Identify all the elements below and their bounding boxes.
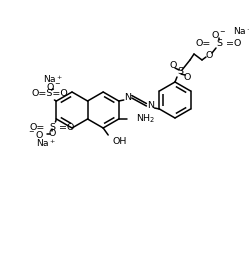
Text: S: S — [216, 38, 222, 47]
Text: $^-$O: $^-$O — [27, 128, 44, 140]
Text: O=: O= — [196, 38, 211, 47]
Text: O$^-$: O$^-$ — [211, 29, 227, 41]
Text: =O: =O — [60, 123, 75, 132]
Text: Na$^+$: Na$^+$ — [43, 73, 63, 85]
Text: O$^-$: O$^-$ — [46, 80, 61, 92]
Text: O: O — [169, 61, 177, 70]
Text: O=S=O: O=S=O — [31, 88, 68, 98]
Text: OH: OH — [112, 136, 126, 146]
Text: N: N — [124, 93, 131, 102]
Text: NH$_2$: NH$_2$ — [136, 113, 155, 125]
Text: S: S — [49, 123, 56, 132]
Text: N: N — [147, 101, 154, 110]
Text: =O: =O — [226, 38, 241, 47]
Text: S: S — [177, 68, 183, 77]
Text: O=: O= — [29, 123, 44, 132]
Text: Na$^+$: Na$^+$ — [233, 25, 249, 37]
Text: Na$^+$: Na$^+$ — [36, 137, 57, 149]
Text: O: O — [205, 51, 213, 60]
Text: O: O — [183, 72, 191, 82]
Text: O: O — [49, 130, 56, 139]
